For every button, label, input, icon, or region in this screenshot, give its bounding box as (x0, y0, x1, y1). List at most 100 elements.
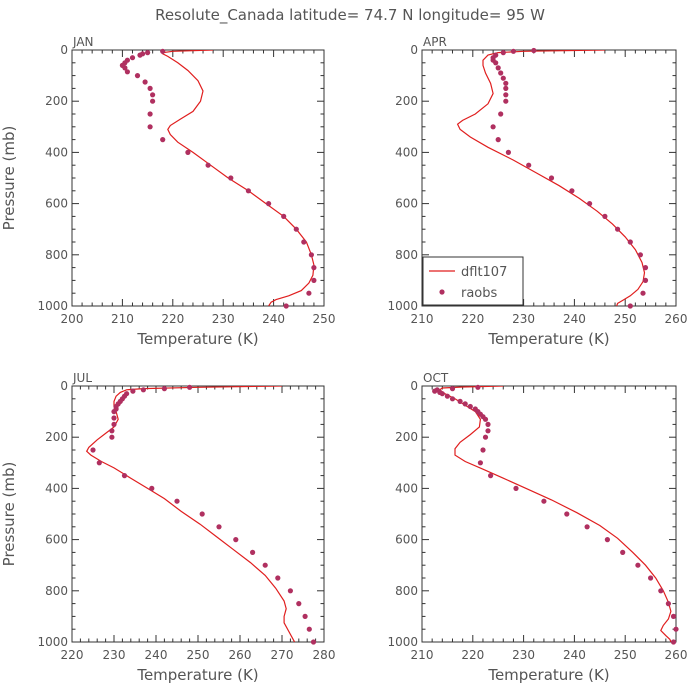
y-tick-label: 200 (395, 94, 418, 108)
obs-point (449, 396, 456, 402)
obs-point (475, 384, 481, 390)
x-tick-label: 260 (665, 312, 688, 326)
x-tick-label: 210 (111, 312, 134, 326)
y-tick-label: 200 (45, 430, 68, 444)
x-tick-label: 260 (665, 648, 688, 662)
plot-frame (71, 385, 325, 643)
x-tick-label: 250 (187, 648, 210, 662)
y-tick-label: 200 (45, 94, 68, 108)
obs-point (640, 290, 646, 296)
obs-point (262, 562, 268, 568)
obs-point (569, 188, 575, 194)
y-axis-label: Pressure (mb) (0, 126, 18, 231)
x-tick-label: 220 (61, 648, 84, 662)
obs-point (449, 386, 456, 392)
obs-point (503, 80, 509, 86)
y-tick-label: 1000 (387, 635, 418, 649)
panel-oct: 210 220 230 240 250 260 0 200 400 600 800 1000 OCT Te… (387, 371, 687, 684)
obs-point (129, 55, 136, 61)
obs-point (510, 48, 516, 54)
x-tick-label: 260 (229, 648, 252, 662)
obs-point (111, 415, 117, 421)
x-tick-label: 230 (212, 312, 235, 326)
x-tick-label: 230 (103, 648, 126, 662)
panel-label: APR (423, 35, 447, 49)
y-tick-label: 800 (45, 584, 68, 598)
obs-point (302, 613, 308, 620)
y-tick-label: 400 (395, 481, 418, 495)
obs-point (477, 460, 483, 466)
obs-point (121, 473, 128, 479)
obs-point (526, 162, 532, 168)
series-line-dflt107 (162, 50, 315, 306)
obs-point (505, 149, 511, 155)
obs-point (665, 601, 672, 607)
obs-point (134, 73, 141, 79)
x-tick-label: 230 (512, 648, 535, 662)
y-tick-label: 800 (395, 248, 418, 262)
obs-point (500, 75, 506, 81)
plot-frame (71, 49, 325, 307)
y-tick-label: 0 (60, 43, 68, 57)
x-tick-label: 220 (461, 312, 484, 326)
legend-box (422, 256, 524, 306)
obs-point (109, 434, 115, 440)
obs-point (635, 562, 641, 568)
obs-point (142, 79, 148, 85)
x-tick-label: 250 (614, 648, 637, 662)
obs-point (548, 175, 555, 181)
y-tick-label: 0 (410, 379, 418, 393)
x-tick-label: 240 (563, 312, 586, 326)
obs-point (150, 98, 156, 104)
obs-point (311, 265, 317, 271)
obs-point (495, 65, 501, 71)
obs-point (149, 485, 155, 491)
legend-label: dflt107 (461, 265, 507, 280)
obs-point (637, 252, 644, 258)
obs-point (602, 213, 608, 219)
obs-point (587, 201, 593, 207)
y-tick-label: 800 (395, 584, 418, 598)
obs-point (642, 265, 649, 271)
y-tick-label: 1000 (37, 299, 68, 313)
obs-point (432, 388, 438, 394)
obs-point (150, 92, 156, 98)
x-tick-label: 230 (512, 312, 535, 326)
y-tick-label: 0 (410, 43, 418, 57)
y-tick-label: 0 (60, 379, 68, 393)
y-tick-label: 400 (45, 145, 68, 159)
obs-point (111, 409, 117, 415)
obs-point (266, 201, 272, 207)
obs-point (627, 239, 633, 245)
obs-point (147, 111, 153, 117)
obs-point (648, 575, 654, 581)
legend-marker-swatch (439, 289, 445, 295)
obs-point (160, 137, 166, 143)
obs-point (306, 290, 312, 296)
obs-point (670, 613, 677, 620)
obs-point (301, 239, 307, 245)
x-tick-label: 240 (262, 312, 285, 326)
obs-point (250, 549, 256, 556)
obs-point (615, 226, 621, 232)
obs-point (503, 92, 509, 98)
x-tick-label: 220 (461, 648, 484, 662)
obs-point (531, 47, 537, 54)
x-tick-label: 270 (271, 648, 294, 662)
obs-point (296, 601, 302, 607)
obs-point (185, 149, 191, 155)
obs-point (174, 498, 180, 504)
x-tick-label: 250 (313, 312, 336, 326)
obs-point (498, 111, 504, 117)
obs-point (293, 226, 299, 232)
obs-point (216, 524, 222, 530)
y-tick-label: 600 (45, 533, 68, 547)
x-axis-label: Temperature (K) (487, 666, 609, 684)
panel-jan: 200 210 220 230 240 250 0 200 400 600 800 1000 JAN Te… (0, 35, 335, 348)
obs-point (503, 85, 509, 91)
y-tick-label: 600 (395, 533, 418, 547)
obs-point (96, 460, 102, 466)
obs-point (498, 70, 504, 76)
obs-point (480, 447, 486, 453)
